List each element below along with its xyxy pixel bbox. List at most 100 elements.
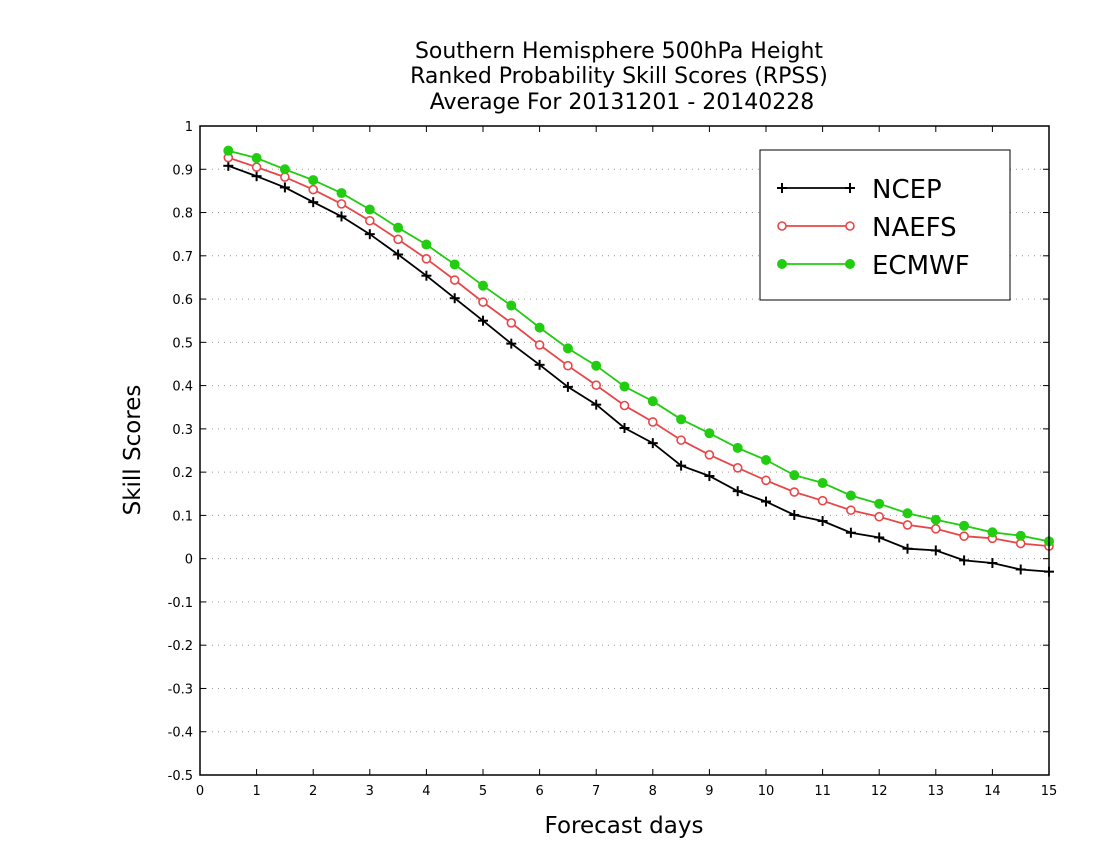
x-tick-label: 13	[928, 784, 945, 799]
data-point-ecmwf	[449, 259, 460, 270]
data-point-naefs	[449, 275, 460, 285]
data-point-naefs	[506, 318, 517, 328]
data-point-ecmwf	[562, 343, 573, 354]
y-tick-label: -0.1	[168, 596, 193, 611]
y-tick-label: -0.5	[168, 769, 193, 784]
y-tick-label: 0.5	[172, 336, 193, 351]
x-tick-label: 10	[758, 784, 775, 799]
x-tick-label: 9	[705, 784, 713, 799]
x-tick-label: 6	[535, 784, 543, 799]
y-tick-label: 0.7	[172, 250, 193, 265]
data-point-naefs	[817, 495, 828, 506]
data-point-naefs	[676, 435, 686, 445]
data-point-ecmwf	[789, 470, 800, 481]
data-point-naefs	[421, 254, 432, 264]
legend: NCEP NAEFS ECMWF	[759, 149, 1011, 301]
data-point-naefs	[761, 475, 771, 486]
x-tick-label: 2	[309, 784, 317, 799]
data-point-ecmwf	[930, 514, 941, 525]
y-axis-label: Skill Scores	[120, 385, 146, 516]
data-point-naefs	[591, 380, 602, 390]
data-point-naefs	[789, 487, 800, 497]
x-tick-label: 7	[592, 784, 600, 799]
legend-marker-ecmwf	[845, 259, 855, 269]
legend-marker-naefs	[777, 221, 787, 231]
data-point-ecmwf	[308, 175, 319, 186]
data-point-naefs	[930, 524, 941, 534]
x-tick-label: 5	[479, 784, 487, 799]
legend-entry-naefs: NAEFS	[777, 213, 957, 243]
x-axis-label: Forecast days	[545, 813, 704, 839]
legend-box	[759, 149, 1011, 301]
title-line-1: Southern Hemisphere 500hPa Height	[415, 39, 823, 64]
data-point-ecmwf	[336, 188, 347, 199]
legend-marker-naefs	[845, 221, 855, 231]
data-point-naefs	[478, 297, 488, 307]
plot-frame	[199, 125, 1050, 776]
legend-label-naefs: NAEFS	[872, 213, 957, 243]
data-point-naefs	[336, 199, 347, 209]
data-point-ecmwf	[534, 322, 545, 333]
data-point-naefs	[846, 505, 856, 516]
data-point-ecmwf	[1015, 530, 1026, 541]
data-point-ecmwf	[817, 477, 828, 488]
data-point-naefs	[563, 360, 573, 371]
data-point-ecmwf	[223, 145, 234, 156]
y-tick-label: 0.1	[172, 509, 193, 524]
data-point-ecmwf	[647, 396, 658, 407]
data-point-naefs	[534, 340, 545, 350]
data-point-ecmwf	[421, 239, 432, 250]
data-point-ecmwf	[364, 204, 375, 215]
title-line-3: Average For 20131201 - 20140228	[430, 90, 815, 115]
data-point-ecmwf	[478, 280, 488, 291]
data-point-naefs	[704, 450, 715, 460]
y-tick-label: 0.8	[172, 207, 193, 222]
y-tick-label: -0.3	[168, 682, 193, 697]
y-tick-label: 0.2	[172, 466, 193, 481]
data-point-ecmwf	[619, 381, 630, 392]
legend-entry-ncep: NCEP	[777, 175, 942, 205]
data-point-naefs	[393, 234, 403, 245]
data-point-ecmwf	[591, 360, 602, 371]
x-tick-label: 11	[814, 784, 831, 799]
data-point-ecmwf	[279, 164, 290, 175]
data-point-ecmwf	[676, 414, 687, 425]
y-tick-label: 0.9	[172, 163, 193, 178]
title-line-2: Ranked Probability Skill Scores (RPSS)	[410, 64, 828, 89]
data-point-naefs	[874, 511, 885, 522]
data-point-naefs	[732, 463, 743, 473]
data-point-naefs	[619, 400, 630, 411]
legend-label-ecmwf: ECMWF	[872, 251, 970, 281]
x-tick-label: 0	[196, 784, 204, 799]
legend-marker-ecmwf	[777, 259, 787, 269]
data-point-ecmwf	[761, 455, 771, 466]
data-point-ecmwf	[902, 508, 913, 519]
x-axis-ticks: 0 1 2 3 4 5 6 7 8 9 10 11 12 13 14 15	[196, 126, 1057, 799]
data-point-ecmwf	[987, 527, 998, 538]
legend-label-ncep: NCEP	[872, 175, 942, 205]
data-point-ecmwf	[393, 222, 404, 233]
y-tick-label: 0.3	[172, 423, 193, 438]
x-tick-label: 3	[366, 784, 374, 799]
y-tick-label: 0	[185, 553, 193, 568]
chart-title: Southern Hemisphere 500hPa Height Ranked…	[410, 39, 828, 115]
data-point-naefs	[647, 417, 658, 427]
y-tick-label: -0.4	[168, 726, 193, 741]
y-axis-ticks: 1 0.9 0.8 0.7 0.6 0.5 0.4 0.3 0.2 0.1 0 -0.1 -0.2 -0.…	[168, 120, 1049, 784]
data-point-ecmwf	[732, 442, 743, 453]
y-tick-label: 0.4	[172, 380, 193, 395]
series-ecmwf	[223, 145, 1054, 547]
series-plot	[223, 145, 1054, 577]
data-point-ecmwf	[506, 300, 517, 311]
data-point-ecmwf	[251, 153, 262, 164]
data-point-naefs	[902, 520, 913, 530]
y-tick-label: 0.6	[172, 293, 193, 308]
data-point-naefs	[251, 162, 262, 172]
data-point-ecmwf	[704, 428, 715, 439]
data-point-naefs	[308, 184, 319, 195]
data-point-ecmwf	[959, 520, 970, 531]
legend-entry-ecmwf: ECMWF	[777, 251, 970, 281]
y-tick-label: 1	[185, 120, 193, 135]
x-tick-label: 12	[871, 784, 888, 799]
